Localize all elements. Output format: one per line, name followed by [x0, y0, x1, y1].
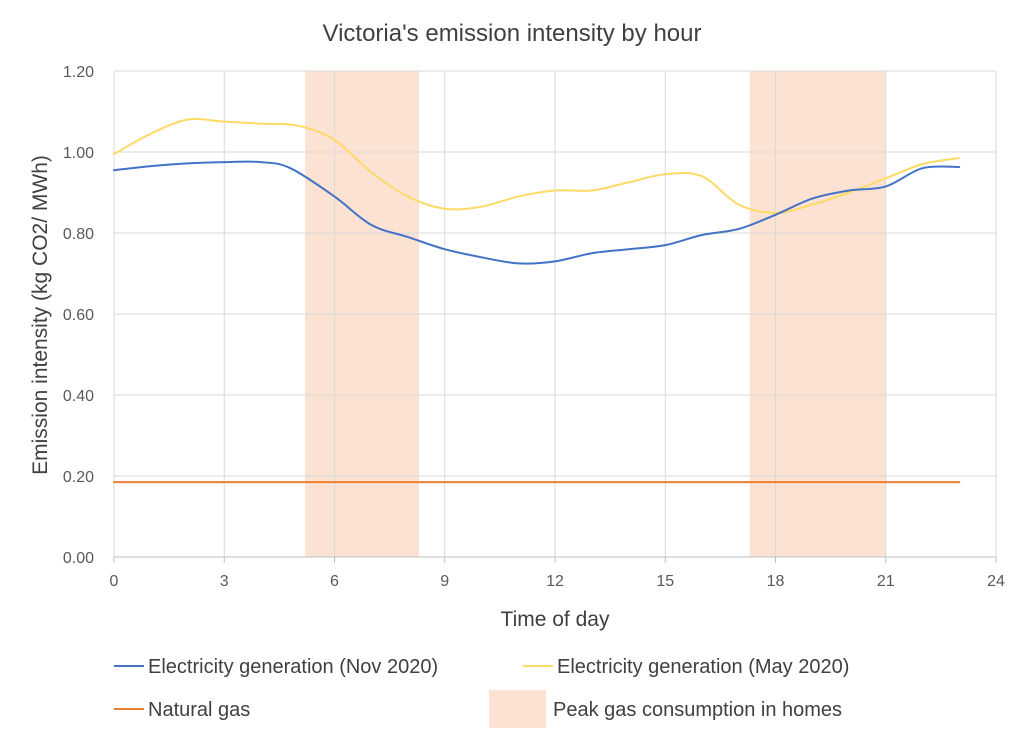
series-line-1	[113, 160, 961, 265]
legend-label-1: Electricity generation (Nov 2020)	[148, 656, 438, 678]
x-tick-label: 12	[546, 573, 564, 590]
legend-label-2: Electricity generation (May 2020)	[557, 656, 849, 678]
x-tick-label: 15	[656, 573, 674, 590]
legend-label-3: Natural gas	[148, 699, 250, 721]
y-tick-label: 0.80	[63, 226, 94, 243]
x-tick-label: 6	[330, 573, 339, 590]
plot-area: 0.00 0.20 0.40 0.60 0.80 1.00 1.20 0 3 6 9 12 15 18 21…	[63, 64, 1005, 590]
x-tick-label: 3	[220, 573, 229, 590]
x-tick-label: 21	[877, 573, 895, 590]
y-tick-label: 0.60	[63, 307, 94, 324]
y-tick-label: 1.20	[63, 64, 94, 81]
legend-label-4: Peak gas consumption in homes	[553, 699, 842, 721]
x-tick-label: 24	[987, 573, 1005, 590]
y-axis-title: Emission intensity (kg CO2/ MWh)	[29, 155, 52, 475]
x-tick-label: 18	[767, 573, 785, 590]
y-tick-label: 0.00	[63, 550, 94, 567]
x-axis-title: Time of day	[501, 608, 610, 631]
chart-title: Victoria's emission intensity by hour	[323, 20, 702, 47]
legend: Electricity generation (Nov 2020) Electri…	[114, 656, 849, 728]
y-tick-label: 0.40	[63, 388, 94, 405]
x-tick-label: 9	[440, 573, 449, 590]
x-tick-label: 0	[110, 573, 119, 590]
y-tick-label: 0.20	[63, 469, 94, 486]
y-tick-label: 1.00	[63, 145, 94, 162]
legend-swatch-4	[489, 690, 546, 728]
series-line-2	[113, 117, 961, 214]
